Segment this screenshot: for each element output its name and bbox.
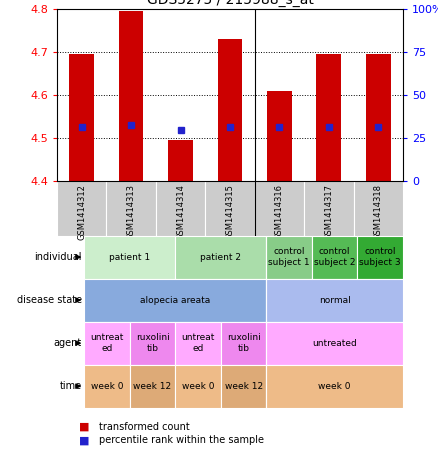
Text: untreat
ed: untreat ed (181, 333, 215, 353)
Bar (221, 365, 266, 408)
Text: GSM1414312: GSM1414312 (77, 184, 86, 240)
Text: percentile rank within the sample: percentile rank within the sample (99, 435, 264, 445)
Text: transformed count: transformed count (99, 422, 189, 432)
Bar (254, 181, 304, 236)
Text: week 0: week 0 (318, 382, 351, 390)
Text: ■: ■ (79, 435, 89, 445)
Bar (57, 181, 106, 236)
Bar (84, 322, 130, 365)
Text: agent: agent (54, 338, 82, 348)
Bar (267, 91, 292, 181)
Bar (69, 54, 94, 181)
Bar (366, 54, 391, 181)
Bar (106, 181, 156, 236)
Bar (156, 181, 205, 236)
Text: control
subject 1: control subject 1 (268, 247, 310, 267)
Bar (84, 365, 130, 408)
Text: GSM1414314: GSM1414314 (176, 184, 185, 240)
Text: untreat
ed: untreat ed (90, 333, 124, 353)
Text: normal: normal (319, 296, 350, 304)
Text: ■: ■ (79, 422, 89, 432)
Text: alopecia areata: alopecia areata (140, 296, 210, 304)
Bar (357, 236, 403, 279)
Text: week 12: week 12 (225, 382, 263, 390)
Bar (130, 365, 175, 408)
Bar (353, 181, 403, 236)
Title: GDS5275 / 215988_s_at: GDS5275 / 215988_s_at (147, 0, 313, 7)
Bar (266, 322, 403, 365)
Text: GSM1414315: GSM1414315 (226, 184, 234, 240)
Bar (304, 181, 353, 236)
Text: time: time (60, 381, 82, 391)
Bar (175, 322, 221, 365)
Text: untreated: untreated (312, 339, 357, 347)
Text: ruxolini
tib: ruxolini tib (136, 333, 170, 353)
Bar (130, 322, 175, 365)
Text: GSM1414317: GSM1414317 (324, 184, 333, 240)
Text: week 12: week 12 (134, 382, 172, 390)
Bar (175, 365, 221, 408)
Text: week 0: week 0 (182, 382, 214, 390)
Bar (266, 365, 403, 408)
Bar (84, 279, 266, 322)
Bar (84, 236, 175, 279)
Bar (221, 322, 266, 365)
Bar (316, 54, 341, 181)
Bar (218, 39, 242, 181)
Text: ruxolini
tib: ruxolini tib (227, 333, 261, 353)
Text: control
subject 3: control subject 3 (360, 247, 401, 267)
Text: GSM1414318: GSM1414318 (374, 184, 383, 240)
Bar (205, 181, 254, 236)
Text: control
subject 2: control subject 2 (314, 247, 355, 267)
Text: patient 2: patient 2 (200, 253, 241, 261)
Text: GSM1414316: GSM1414316 (275, 184, 284, 240)
Bar (312, 236, 357, 279)
Text: GSM1414313: GSM1414313 (127, 184, 136, 240)
Text: week 0: week 0 (91, 382, 123, 390)
Text: patient 1: patient 1 (109, 253, 150, 261)
Bar (266, 236, 312, 279)
Text: disease state: disease state (17, 295, 82, 305)
Bar (119, 11, 144, 181)
Text: individual: individual (35, 252, 82, 262)
Bar (168, 140, 193, 181)
Bar (266, 279, 403, 322)
Bar (175, 236, 266, 279)
